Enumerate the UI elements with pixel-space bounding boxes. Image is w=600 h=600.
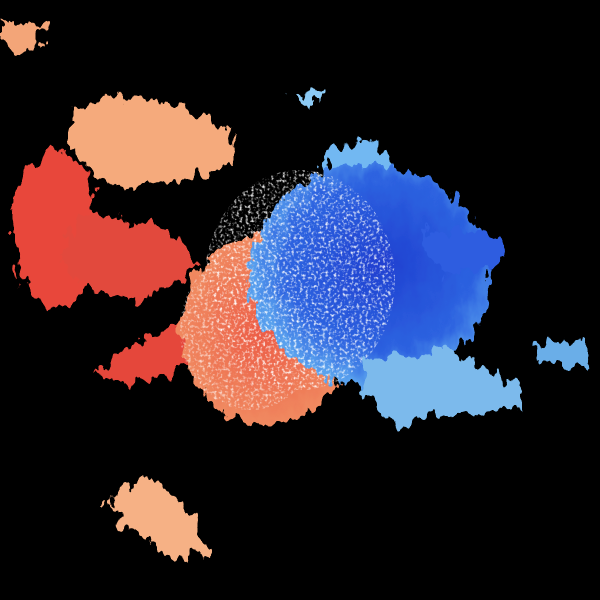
echo-orange [70,95,235,190]
echo-red [60,210,200,300]
echo-orange [105,475,210,560]
echo-orange [0,20,45,50]
echo-light-blue [530,340,590,365]
echo-noise [180,250,320,410]
noise-layer [180,170,395,410]
echo-light-blue [295,92,320,102]
echo-blue [420,230,505,280]
echo-light-blue [360,350,520,430]
